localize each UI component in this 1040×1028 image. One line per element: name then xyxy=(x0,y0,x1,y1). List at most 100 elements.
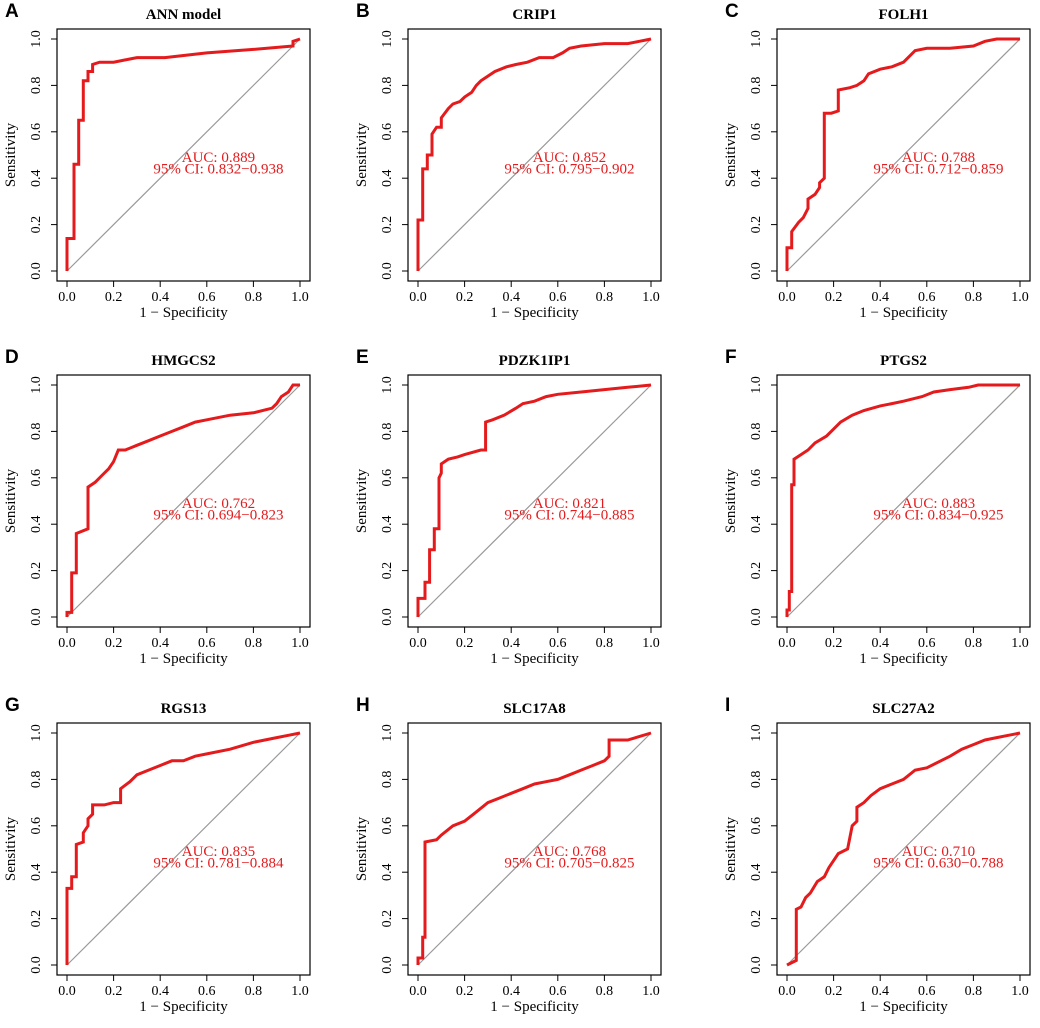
auc-label-f: AUC: 0.883 xyxy=(902,496,975,512)
x-tick-label: 0.6 xyxy=(549,636,567,651)
x-tick-label: 0.6 xyxy=(198,636,216,651)
x-tick-label: 0.4 xyxy=(502,290,520,305)
roc-panel-d: D HMGCS2 0.0 0.0 0.2 0.2 0.4 0.4 0.6 0.6 0.8 0.8 1.0… xyxy=(3,347,311,667)
y-axis-label: Sensitivity xyxy=(354,468,370,533)
y-tick-label: 0.6 xyxy=(380,123,395,141)
panel-letter-i: I xyxy=(725,695,730,716)
y-tick-label: 0.0 xyxy=(749,956,764,974)
ci-label-g: 95% CI: 0.781−0.884 xyxy=(153,856,284,872)
y-tick-label: 0.6 xyxy=(380,817,395,835)
y-axis-label: Sensitivity xyxy=(354,122,370,187)
plot-frame-c xyxy=(776,28,1031,282)
roc-curve-f xyxy=(785,383,1020,617)
panel-letter-d: D xyxy=(5,347,19,368)
y-tick-label: 0.8 xyxy=(380,77,395,95)
y-tick-label: 1.0 xyxy=(29,376,44,394)
y-tick-label: 0.2 xyxy=(29,562,44,580)
panel-letter-b: B xyxy=(356,1,370,22)
x-tick-label: 0.8 xyxy=(965,290,983,305)
x-tick-label: 0.2 xyxy=(456,636,474,651)
y-tick-label: 0.8 xyxy=(749,771,764,789)
y-tick-label: 0.2 xyxy=(29,216,44,234)
auc-label-d: AUC: 0.762 xyxy=(182,496,255,512)
x-tick-label: 1.0 xyxy=(642,636,660,651)
x-tick-label: 0.6 xyxy=(549,984,567,999)
plot-frame-i xyxy=(776,722,1031,976)
x-tick-label: 0.2 xyxy=(825,290,843,305)
plot-title-g: RGS13 xyxy=(161,701,207,717)
y-tick-label: 1.0 xyxy=(749,30,764,48)
x-tick-label: 0.2 xyxy=(456,290,474,305)
y-tick-label: 0.2 xyxy=(749,562,764,580)
y-axis-label: Sensitivity xyxy=(723,816,739,881)
x-tick-label: 0.2 xyxy=(105,636,123,651)
auc-label-c: AUC: 0.788 xyxy=(902,150,975,166)
x-tick-label: 0.0 xyxy=(778,636,796,651)
roc-curve-a xyxy=(65,37,301,271)
roc-panel-g: G RGS13 0.0 0.0 0.2 0.2 0.4 0.4 0.6 0.6 0.8 0.8 1.0 1… xyxy=(3,695,311,1015)
y-tick-label: 0.2 xyxy=(29,910,44,928)
reference-diagonal-h xyxy=(417,732,652,966)
y-tick-label: 0.6 xyxy=(29,469,44,487)
y-axis-label: Sensitivity xyxy=(354,816,370,881)
x-tick-label: 0.0 xyxy=(409,290,427,305)
x-tick-label: 0.6 xyxy=(198,290,216,305)
x-tick-label: 0.0 xyxy=(58,636,76,651)
x-tick-label: 0.6 xyxy=(198,984,216,999)
auc-label-b: AUC: 0.852 xyxy=(533,150,606,166)
y-tick-label: 0.6 xyxy=(380,469,395,487)
y-tick-label: 0.8 xyxy=(29,77,44,95)
y-tick-label: 0.0 xyxy=(29,956,44,974)
x-tick-label: 0.8 xyxy=(965,984,983,999)
roc-panel-e: E PDZK1IP1 0.0 0.0 0.2 0.2 0.4 0.4 0.6 0.6 0.8 0.8 1… xyxy=(354,347,662,667)
x-axis-label: 1 − Specificity xyxy=(859,999,948,1015)
plot-title-f: PTGS2 xyxy=(880,353,927,369)
y-tick-label: 0.0 xyxy=(749,262,764,280)
x-axis-label: 1 − Specificity xyxy=(490,305,579,321)
x-tick-label: 0.4 xyxy=(871,636,889,651)
auc-label-a: AUC: 0.889 xyxy=(182,150,255,166)
x-tick-label: 0.0 xyxy=(409,636,427,651)
ci-label-e: 95% CI: 0.744−0.885 xyxy=(504,508,634,524)
x-tick-label: 0.8 xyxy=(596,636,614,651)
x-axis-label: 1 − Specificity xyxy=(859,651,948,667)
y-tick-label: 0.2 xyxy=(749,216,764,234)
plot-frame-b xyxy=(407,28,662,282)
y-tick-label: 0.0 xyxy=(380,608,395,626)
y-tick-label: 0.6 xyxy=(29,123,44,141)
roc-curve-b xyxy=(416,37,652,271)
x-tick-label: 0.8 xyxy=(245,984,263,999)
y-tick-label: 1.0 xyxy=(380,724,395,742)
y-tick-label: 0.4 xyxy=(29,863,44,881)
x-tick-label: 0.8 xyxy=(245,290,263,305)
plot-frame-f xyxy=(776,374,1031,628)
x-axis-label: 1 − Specificity xyxy=(490,999,579,1015)
x-axis-label: 1 − Specificity xyxy=(139,305,228,321)
plot-title-e: PDZK1IP1 xyxy=(499,353,571,369)
panel-letter-f: F xyxy=(725,347,737,368)
x-tick-label: 0.2 xyxy=(105,290,123,305)
y-tick-label: 0.0 xyxy=(749,608,764,626)
plot-title-b: CRIP1 xyxy=(512,7,556,23)
y-tick-label: 0.6 xyxy=(29,817,44,835)
x-tick-label: 0.0 xyxy=(58,290,76,305)
x-tick-label: 0.2 xyxy=(825,636,843,651)
x-axis-label: 1 − Specificity xyxy=(490,651,579,667)
y-tick-label: 1.0 xyxy=(29,30,44,48)
panel-letter-c: C xyxy=(725,1,739,22)
x-tick-label: 1.0 xyxy=(642,984,660,999)
x-tick-label: 1.0 xyxy=(642,290,660,305)
ci-label-f: 95% CI: 0.834−0.925 xyxy=(873,508,1003,524)
roc-curve-i xyxy=(786,731,1021,967)
ci-label-d: 95% CI: 0.694−0.823 xyxy=(153,508,283,524)
y-tick-label: 0.0 xyxy=(380,956,395,974)
y-tick-label: 1.0 xyxy=(380,30,395,48)
y-tick-label: 0.2 xyxy=(749,910,764,928)
y-axis-label: Sensitivity xyxy=(3,816,19,881)
y-axis-label: Sensitivity xyxy=(3,468,19,533)
y-tick-label: 0.2 xyxy=(380,216,395,234)
x-tick-label: 1.0 xyxy=(291,984,309,999)
x-axis-label: 1 − Specificity xyxy=(139,651,228,667)
x-tick-label: 0.6 xyxy=(918,290,936,305)
roc-panel-f: F PTGS2 0.0 0.0 0.2 0.2 0.4 0.4 0.6 0.6 0.8 0.8 1.0 1… xyxy=(723,347,1031,667)
